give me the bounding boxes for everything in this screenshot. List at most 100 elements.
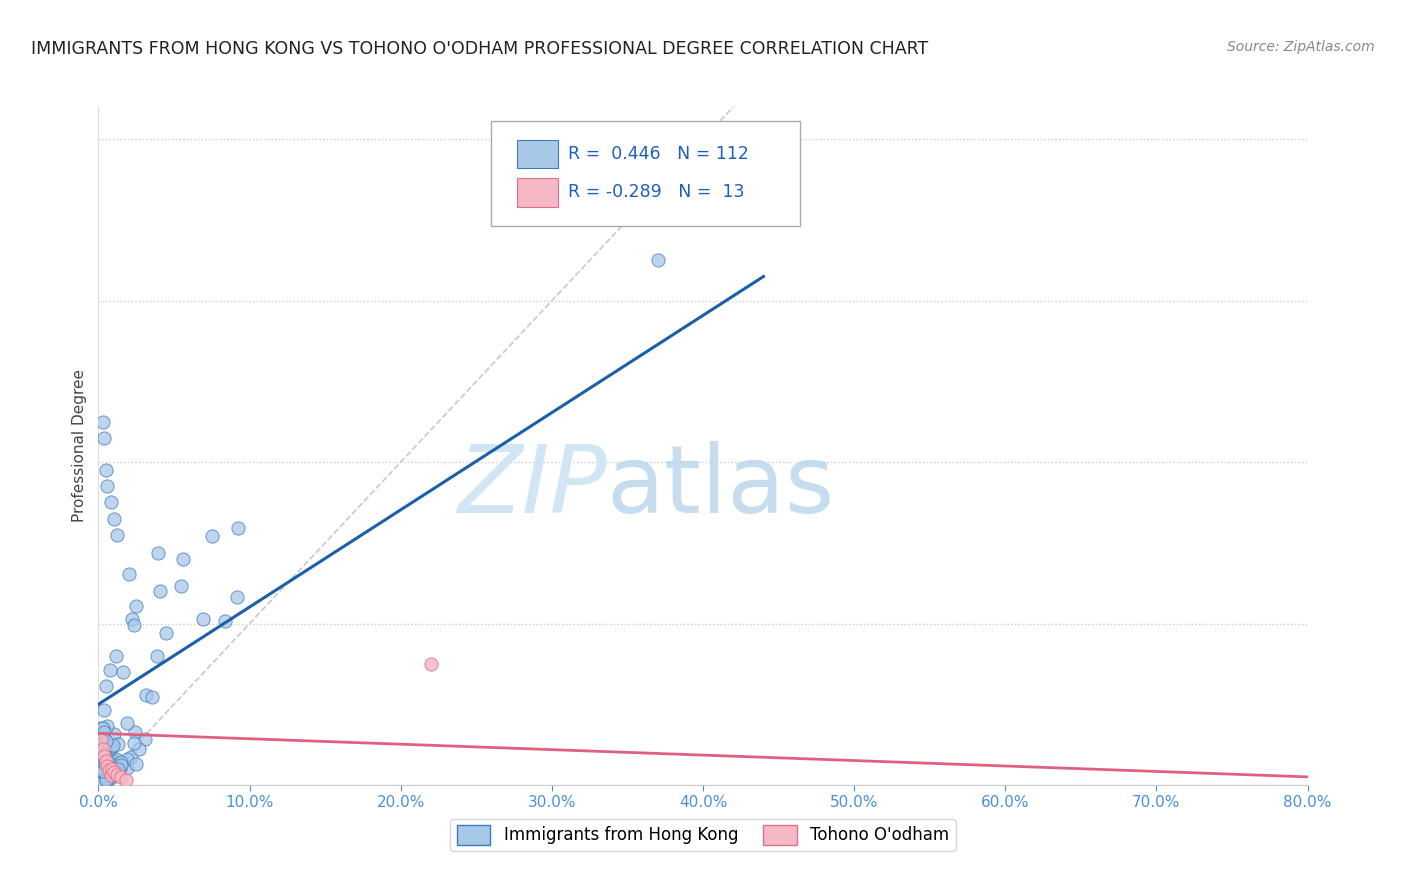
Point <box>122 736 145 750</box>
Point <box>91 415 114 429</box>
Point <box>96 766 118 780</box>
Point <box>122 618 145 632</box>
Point <box>146 649 169 664</box>
Point <box>90 768 112 782</box>
Point <box>93 703 115 717</box>
Point <box>110 758 132 772</box>
Point <box>90 774 112 789</box>
Point <box>91 747 114 761</box>
Point <box>94 734 117 748</box>
Point <box>101 771 124 785</box>
Point <box>93 760 115 774</box>
Point <box>98 663 121 677</box>
Point <box>101 758 124 772</box>
Point <box>93 750 115 764</box>
Point <box>89 768 111 782</box>
Point <box>93 431 115 445</box>
Point <box>93 748 115 763</box>
Point <box>141 690 163 705</box>
Text: Source: ZipAtlas.com: Source: ZipAtlas.com <box>1227 40 1375 54</box>
Point <box>96 772 118 786</box>
Point <box>89 764 111 779</box>
Text: IMMIGRANTS FROM HONG KONG VS TOHONO O'ODHAM PROFESSIONAL DEGREE CORRELATION CHAR: IMMIGRANTS FROM HONG KONG VS TOHONO O'OD… <box>31 40 928 58</box>
Point <box>110 761 132 775</box>
Point <box>420 657 443 671</box>
Text: atlas: atlas <box>606 441 835 533</box>
Point <box>96 758 118 772</box>
Point <box>225 590 247 604</box>
Point <box>91 764 114 778</box>
Point <box>94 754 117 768</box>
Point <box>118 566 141 581</box>
Point <box>89 763 111 777</box>
FancyBboxPatch shape <box>517 178 558 207</box>
Point <box>96 753 118 767</box>
Point <box>98 747 121 761</box>
Point <box>125 756 148 771</box>
Point <box>91 742 114 756</box>
Point <box>94 463 117 477</box>
Point <box>107 762 129 776</box>
Point <box>93 724 115 739</box>
Point <box>94 745 117 759</box>
Point <box>100 768 122 782</box>
Point <box>104 758 127 772</box>
Text: R =  0.446   N = 112: R = 0.446 N = 112 <box>568 145 748 163</box>
Point <box>105 528 128 542</box>
Point <box>97 743 120 757</box>
Point <box>94 738 117 752</box>
Point <box>107 737 129 751</box>
Point <box>191 612 214 626</box>
Point <box>105 756 128 771</box>
Point <box>115 716 138 731</box>
Point <box>90 772 112 787</box>
FancyBboxPatch shape <box>492 120 800 226</box>
Point <box>105 649 128 664</box>
Point <box>96 752 118 766</box>
Point <box>97 741 120 756</box>
Point <box>201 528 224 542</box>
Point <box>94 771 117 785</box>
Point <box>105 768 128 782</box>
Point <box>90 748 112 763</box>
Point <box>89 742 111 756</box>
Point <box>214 614 236 628</box>
Point <box>100 768 122 782</box>
Point <box>94 768 117 782</box>
Point <box>96 719 118 733</box>
Point <box>110 755 132 769</box>
Text: ZIP: ZIP <box>457 442 606 533</box>
Point <box>94 679 117 693</box>
Point <box>124 599 146 613</box>
Point <box>89 759 111 773</box>
Legend: Immigrants from Hong Kong, Tohono O'odham: Immigrants from Hong Kong, Tohono O'odha… <box>450 819 956 851</box>
Point <box>117 752 139 766</box>
Point <box>94 773 117 788</box>
Point <box>121 612 143 626</box>
Point <box>103 766 125 780</box>
Point <box>103 511 125 525</box>
Point <box>105 768 128 782</box>
Point <box>91 772 114 786</box>
Point <box>101 762 124 776</box>
Point <box>114 773 136 788</box>
Point <box>134 731 156 746</box>
Point <box>172 552 194 566</box>
Point <box>100 495 122 509</box>
Point <box>90 738 112 752</box>
Point <box>91 738 114 752</box>
Point <box>93 772 115 787</box>
Point <box>96 767 118 781</box>
Point <box>94 756 117 771</box>
Point <box>112 665 135 679</box>
Point <box>103 765 125 780</box>
Point <box>110 770 132 784</box>
Point <box>647 253 669 268</box>
Point <box>96 771 118 785</box>
Point <box>91 735 114 749</box>
Point <box>120 750 142 764</box>
Point <box>96 479 118 493</box>
Point <box>128 742 150 756</box>
Point <box>89 773 111 788</box>
Point <box>226 520 249 534</box>
